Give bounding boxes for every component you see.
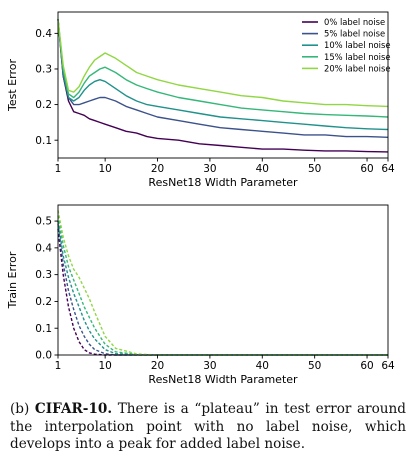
chart0-legend-label-4: 20% label noise	[324, 63, 390, 73]
chart0-y-axis-label: Test Error	[6, 59, 19, 112]
chart1-y-axis-label: Train Error	[6, 251, 19, 309]
chart1-x-tick-label-7: 64	[381, 360, 395, 372]
chart1-y-tick-label-1: 0.1	[35, 323, 52, 335]
chart1-x-tick-label-2: 20	[151, 360, 164, 372]
chart1-x-tick-label-5: 50	[308, 360, 321, 372]
chart0-series-line-4	[57, 19, 389, 108]
chart1-series-line-2	[57, 220, 388, 356]
chart0-series-line-1	[57, 19, 389, 138]
chart0-legend-label-3: 15% label noise	[324, 52, 390, 62]
test-error-chart: 1 10 20 30 40 50 60 64 0.1 0.2 0.3 0.4 ResNet18 Widt…	[6, 11, 395, 189]
caption-label: (b)	[10, 401, 30, 417]
caption-title: CIFAR-10.	[34, 401, 113, 417]
chart1-series-line-3	[57, 215, 388, 356]
train-error-chart: 1 10 20 30 40 50 60 64 0.0 0.1 0.2 0.3 0.4 0.5 ResNet1…	[6, 204, 395, 386]
chart1-y-tick-label-2: 0.2	[35, 296, 52, 308]
chart0-x-tick-label-2: 20	[151, 163, 164, 175]
chart0-series-line-2	[57, 19, 389, 131]
chart0-x-tick-label-3: 30	[203, 163, 216, 175]
chart0-x-tick-label-5: 50	[308, 163, 321, 175]
chart0-y-tick-label-3: 0.4	[35, 28, 52, 40]
chart1-plot-frame	[57, 204, 389, 356]
chart1-x-tick-label-0: 1	[55, 360, 62, 372]
chart0-series-line-0	[57, 19, 389, 153]
chart0-legend-label-0: 0% label noise	[324, 17, 385, 27]
chart0-legend-label-1: 5% label noise	[324, 29, 385, 39]
chart1-x-axis-label: ResNet18 Width Parameter	[148, 373, 298, 386]
chart1-x-tick-label-4: 40	[256, 360, 269, 372]
chart1-y-tick-label-0: 0.0	[35, 350, 52, 362]
chart0-y-tick-label-0: 0.1	[35, 135, 52, 147]
chart1-y-tick-label-4: 0.4	[35, 242, 52, 254]
chart0-plot-frame	[57, 11, 389, 159]
chart0-x-tick-label-0: 1	[55, 163, 62, 175]
chart1-y-tick-label-3: 0.3	[35, 269, 52, 281]
chart0-x-tick-label-7: 64	[381, 163, 395, 175]
figure-caption: (b) CIFAR-10. There is a “plateau” in te…	[10, 401, 406, 454]
chart1-x-tick-label-6: 60	[360, 360, 373, 372]
chart0-x-tick-label-6: 60	[360, 163, 373, 175]
chart0-y-tick-label-2: 0.3	[35, 64, 52, 76]
chart0-series-line-3	[57, 19, 389, 118]
chart1-y-tick-label-5: 0.5	[35, 216, 52, 228]
chart0-x-axis-label: ResNet18 Width Parameter	[148, 176, 298, 189]
chart1-series-line-0	[57, 229, 388, 356]
caption-text: There is a “plateau” in test error aroun…	[10, 401, 406, 452]
chart1-series-line-4	[57, 210, 388, 356]
chart0-y-tick-label-1: 0.2	[35, 99, 52, 111]
chart1-x-tick-label-3: 30	[203, 360, 216, 372]
chart1-x-tick-label-1: 10	[98, 360, 111, 372]
chart1-series-line-1	[57, 223, 388, 356]
chart0-x-tick-label-4: 40	[256, 163, 269, 175]
chart0-x-tick-label-1: 10	[98, 163, 111, 175]
chart0-legend-label-2: 10% label noise	[324, 40, 390, 50]
